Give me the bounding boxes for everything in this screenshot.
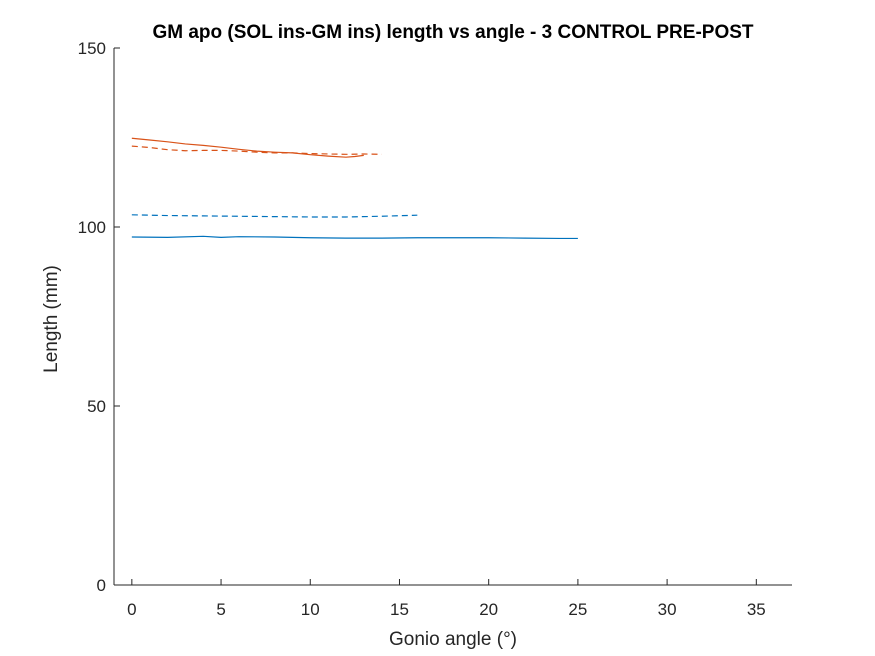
x-axis-label: Gonio angle (°) (389, 629, 517, 650)
series-layer (131, 137, 578, 240)
chart-title: GM apo (SOL ins-GM ins) length vs angle … (152, 22, 753, 43)
x-tick-label: 10 (301, 600, 320, 619)
y-tick-label: 150 (78, 39, 106, 58)
x-tick-label: 0 (127, 600, 136, 619)
y-tick-label: 100 (78, 218, 106, 237)
series-line-1 (131, 235, 578, 240)
series-line-4 (131, 145, 382, 155)
y-tick-label: 50 (87, 397, 106, 416)
y-axis-label: Length (mm) (41, 265, 62, 373)
x-tick-label: 30 (658, 600, 677, 619)
axes: 0 5 10 15 20 25 30 35 0 50 100 150 (78, 39, 792, 619)
x-tick-label: 35 (747, 600, 766, 619)
x-tick-label: 15 (390, 600, 409, 619)
x-tick-label: 20 (479, 600, 498, 619)
x-tick-label: 5 (216, 600, 225, 619)
x-tick-label: 25 (568, 600, 587, 619)
series-line-3 (131, 137, 364, 158)
series-line-2 (131, 214, 418, 218)
y-tick-label: 0 (97, 576, 106, 595)
